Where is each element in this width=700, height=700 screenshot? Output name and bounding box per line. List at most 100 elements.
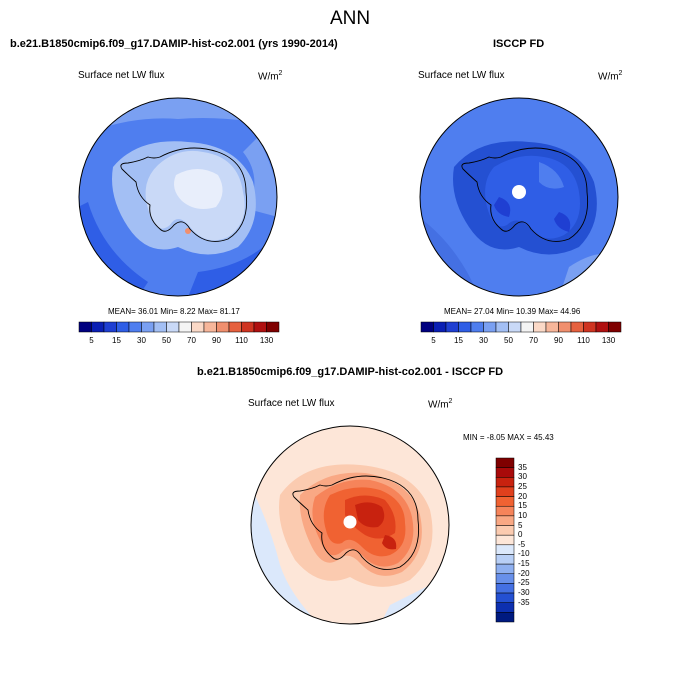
colorbar-swatch <box>253 321 267 333</box>
panel2-case-title: ISCCP FD <box>493 38 545 50</box>
colorbar-tick-label: -5 <box>518 539 526 549</box>
panel1-colorbar <box>78 321 280 333</box>
colorbar-swatch <box>545 321 559 333</box>
panel2-stats: MEAN= 27.04 Min= 10.39 Max= 44.96 <box>444 307 581 316</box>
colorbar-swatch <box>420 321 434 333</box>
colorbar-swatch <box>495 515 515 526</box>
panel3-colorbar-ticks: 35 30 25 20 15 10 5 0 -5 -10 -15 -20 -25 -30 -35 <box>518 458 548 622</box>
colorbar-swatch <box>608 321 622 333</box>
colorbar-tick-label: 30 <box>518 472 527 482</box>
colorbar-tick-label: 25 <box>518 481 527 491</box>
colorbar-swatch <box>78 321 92 333</box>
colorbar-tick-label: -35 <box>518 597 530 607</box>
panel3-stats: MIN = -8.05 MAX = 45.43 <box>463 433 554 442</box>
panel2-colorbar <box>420 321 622 333</box>
colorbar-swatch <box>495 534 515 546</box>
panel3-variable-label: Surface net LW flux <box>248 398 335 409</box>
colorbar-tick-label: 15 <box>112 336 121 345</box>
colorbar-tick-label: 110 <box>577 336 590 345</box>
colorbar-swatch <box>495 321 509 333</box>
colorbar-swatch <box>495 486 515 497</box>
colorbar-swatch <box>583 321 597 333</box>
colorbar-swatch <box>241 321 255 333</box>
colorbar-tick-label: 20 <box>518 491 527 501</box>
colorbar-swatch <box>433 321 447 333</box>
colorbar-tick-label: 90 <box>554 336 563 345</box>
colorbar-swatch <box>216 321 230 333</box>
colorbar-tick-label: 5 <box>518 520 523 530</box>
panel3-case-title: b.e21.B1850cmip6.f09_g17.DAMIP-hist-co2.… <box>196 366 504 378</box>
colorbar-tick-label: 50 <box>504 336 513 345</box>
colorbar-swatch <box>495 612 515 623</box>
colorbar-swatch <box>495 602 515 613</box>
colorbar-tick-label: 35 <box>518 462 527 472</box>
panel1-polar-map <box>78 97 278 297</box>
colorbar-tick-label: 130 <box>601 336 616 345</box>
colorbar-tick-label: 5 <box>89 336 94 345</box>
colorbar-tick-label: 0 <box>518 530 523 540</box>
colorbar-swatch <box>483 321 497 333</box>
panel1-case-title: b.e21.B1850cmip6.f09_g17.DAMIP-hist-co2.… <box>10 38 338 50</box>
colorbar-tick-label: 90 <box>212 336 221 345</box>
colorbar-swatch <box>153 321 167 333</box>
panel2-units: W/m2 <box>598 70 623 83</box>
colorbar-tick-label: 70 <box>187 336 196 345</box>
colorbar-swatch <box>495 573 515 584</box>
panel2-polar-map <box>419 97 619 297</box>
panel1-colorbar-ticks: 5 15 30 50 70 90 110 130 <box>79 336 279 348</box>
colorbar-swatch <box>141 321 155 333</box>
colorbar-swatch <box>558 321 572 333</box>
colorbar-swatch <box>470 321 484 333</box>
panel3-units: W/m2 <box>428 398 453 411</box>
colorbar-swatch <box>191 321 205 333</box>
colorbar-tick-label: 15 <box>454 336 463 345</box>
colorbar-swatch <box>495 477 515 488</box>
colorbar-tick-label: 50 <box>162 336 171 345</box>
colorbar-swatch <box>508 321 522 333</box>
colorbar-tick-label: -30 <box>518 588 530 598</box>
colorbar-swatch <box>520 321 534 333</box>
colorbar-swatch <box>495 544 515 555</box>
colorbar-swatch <box>166 321 180 333</box>
colorbar-swatch <box>116 321 130 333</box>
colorbar-swatch <box>91 321 105 333</box>
panel1-units: W/m2 <box>258 70 283 83</box>
colorbar-swatch <box>495 467 515 478</box>
colorbar-tick-label: 30 <box>479 336 488 345</box>
colorbar-swatch <box>203 321 217 333</box>
colorbar-swatch <box>533 321 547 333</box>
panel1-stats: MEAN= 36.01 Min= 8.22 Max= 81.17 <box>108 307 240 316</box>
panel3-colorbar <box>495 457 515 623</box>
colorbar-tick-label: -20 <box>518 568 530 578</box>
colorbar-swatch <box>266 321 280 333</box>
colorbar-swatch <box>495 563 515 575</box>
colorbar-tick-label: 70 <box>529 336 538 345</box>
colorbar-swatch <box>595 321 609 333</box>
colorbar-swatch <box>495 592 515 603</box>
colorbar-tick-label: 110 <box>235 336 248 345</box>
colorbar-swatch <box>458 321 472 333</box>
colorbar-tick-label: 130 <box>259 336 274 345</box>
colorbar-swatch <box>495 505 515 517</box>
colorbar-tick-label: -10 <box>518 549 530 559</box>
colorbar-swatch <box>495 554 515 565</box>
colorbar-swatch <box>128 321 142 333</box>
colorbar-swatch <box>103 321 117 333</box>
panel2-variable-label: Surface net LW flux <box>418 70 505 81</box>
panel3-polar-map <box>250 425 450 625</box>
colorbar-swatch <box>570 321 584 333</box>
colorbar-swatch <box>495 457 515 468</box>
colorbar-tick-label: 5 <box>431 336 436 345</box>
colorbar-tick-label: -25 <box>518 578 530 588</box>
colorbar-tick-label: 15 <box>518 501 527 511</box>
colorbar-tick-label: 10 <box>518 510 527 520</box>
colorbar-swatch <box>178 321 192 333</box>
figure-title: ANN <box>329 8 371 29</box>
panel1-variable-label: Surface net LW flux <box>78 70 165 81</box>
colorbar-tick-label: -15 <box>518 559 530 569</box>
colorbar-swatch <box>495 525 515 536</box>
colorbar-swatch <box>495 583 515 594</box>
colorbar-swatch <box>445 321 459 333</box>
colorbar-swatch <box>495 496 515 507</box>
panel2-colorbar-ticks: 5 15 30 50 70 90 110 130 <box>421 336 621 348</box>
